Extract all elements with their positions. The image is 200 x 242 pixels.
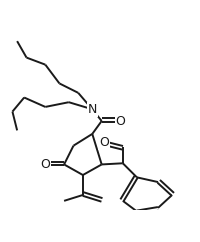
Text: O: O [40, 158, 50, 171]
Text: N: N [87, 103, 96, 116]
Text: O: O [115, 115, 125, 128]
Text: O: O [99, 136, 108, 149]
